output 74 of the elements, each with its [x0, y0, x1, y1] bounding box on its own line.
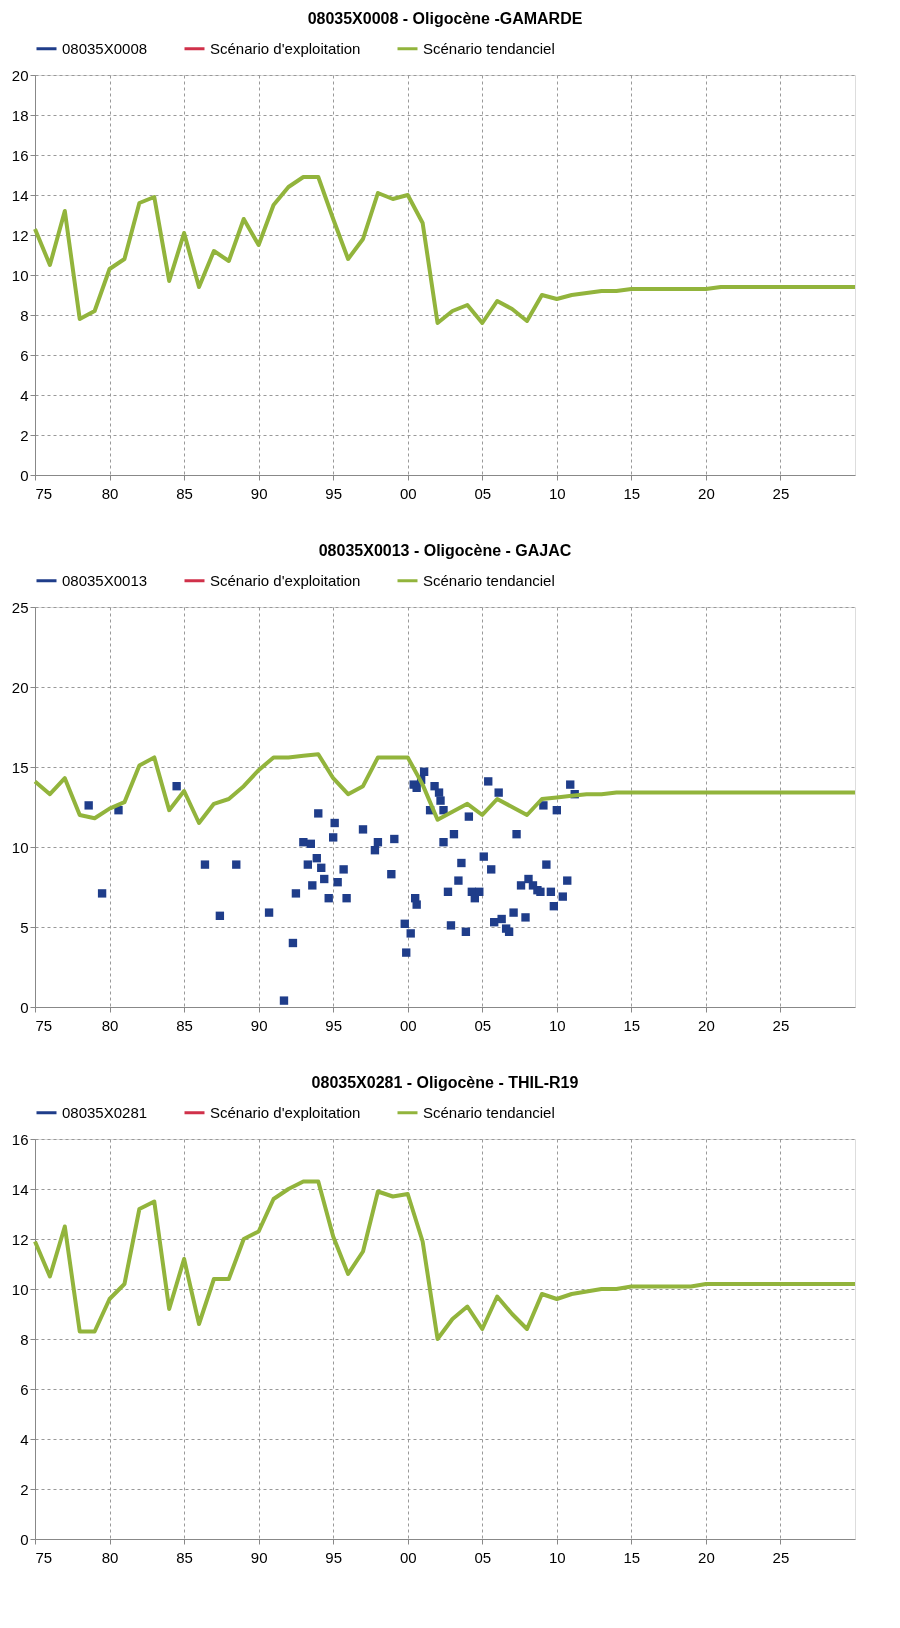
y-tick-label: 14	[11, 186, 29, 204]
chart-title: 08035X0013 - Oligocène - GAJAC	[318, 542, 572, 559]
y-tick-label: 8	[20, 306, 29, 324]
x-tick-label: 95	[325, 484, 343, 502]
x-tick-label: 75	[35, 484, 53, 502]
y-tick-label: 0	[20, 998, 29, 1016]
x-tick-label: 00	[399, 1016, 417, 1034]
x-tick-label: 90	[250, 1548, 268, 1566]
legend-label: Scénario d'exploitation	[210, 1103, 361, 1121]
x-tick-label: 95	[325, 1548, 343, 1566]
line-series	[33, 1179, 857, 1341]
y-tick-label: 20	[11, 678, 29, 696]
y-tick-label: 2	[20, 1480, 29, 1498]
x-tick-label: 10	[548, 1548, 566, 1566]
legend-label: Scénario tendanciel	[423, 1103, 555, 1121]
y-tick-label: 16	[11, 1130, 29, 1148]
x-tick-label: 80	[101, 1016, 119, 1034]
y-tick-label: 6	[20, 346, 29, 364]
chart-title: 08035X0281 - Oligocène - THIL-R19	[311, 1074, 579, 1091]
x-tick-label: 75	[35, 1016, 53, 1034]
y-tick-label: 12	[11, 1230, 29, 1248]
x-tick-label: 75	[35, 1548, 53, 1566]
x-tick-label: 05	[474, 1548, 492, 1566]
y-tick-label: 15	[11, 758, 29, 776]
y-tick-label: 18	[11, 106, 29, 124]
x-tick-label: 85	[176, 1016, 193, 1034]
y-tick-label: 4	[20, 386, 29, 404]
x-tick-label: 90	[250, 1016, 268, 1034]
y-tick-label: 16	[11, 146, 29, 164]
x-tick-label: 15	[623, 1016, 641, 1034]
legend-label: 08035X0008	[62, 39, 148, 57]
x-tick-label: 25	[772, 484, 790, 502]
x-tick-label: 80	[101, 1548, 119, 1566]
x-tick-label: 85	[176, 484, 193, 502]
y-tick-label: 12	[11, 226, 29, 244]
y-tick-label: 10	[11, 266, 29, 284]
x-tick-label: 85	[176, 1548, 193, 1566]
y-tick-label: 2	[20, 426, 29, 444]
legend-label: 08035X0013	[62, 571, 148, 589]
x-tick-label: 80	[101, 484, 119, 502]
x-tick-label: 10	[548, 1016, 566, 1034]
x-tick-label: 05	[474, 484, 492, 502]
x-tick-label: 15	[623, 484, 641, 502]
y-tick-label: 10	[11, 838, 29, 856]
x-tick-label: 05	[474, 1016, 492, 1034]
y-tick-label: 4	[20, 1430, 29, 1448]
x-tick-label: 20	[698, 1548, 715, 1566]
y-tick-label: 5	[20, 918, 29, 936]
x-tick-label: 00	[399, 1548, 417, 1566]
x-tick-label: 90	[250, 484, 268, 502]
x-tick-label: 25	[772, 1548, 790, 1566]
legend-label: 08035X0281	[62, 1103, 148, 1121]
y-tick-label: 20	[11, 66, 29, 84]
line-series	[33, 175, 857, 325]
x-tick-label: 95	[325, 1016, 343, 1034]
y-tick-label: 0	[20, 466, 29, 484]
line-series	[33, 752, 857, 825]
y-tick-label: 10	[11, 1280, 29, 1298]
x-tick-label: 15	[623, 1548, 641, 1566]
legend-label: Scénario tendanciel	[423, 39, 555, 57]
legend-label: Scénario d'exploitation	[210, 39, 361, 57]
y-tick-label: 6	[20, 1380, 29, 1398]
y-tick-label: 14	[11, 1180, 29, 1198]
x-tick-label: 25	[772, 1016, 790, 1034]
x-tick-label: 10	[548, 484, 566, 502]
x-tick-label: 20	[698, 484, 715, 502]
chart-title: 08035X0008 - Oligocène -GAMARDE	[307, 10, 583, 27]
y-tick-label: 0	[20, 1530, 29, 1548]
legend-label: Scénario d'exploitation	[210, 571, 361, 589]
y-tick-label: 8	[20, 1330, 29, 1348]
x-tick-label: 20	[698, 1016, 715, 1034]
legend-label: Scénario tendanciel	[423, 571, 555, 589]
y-tick-label: 25	[11, 598, 29, 616]
x-tick-label: 00	[399, 484, 417, 502]
